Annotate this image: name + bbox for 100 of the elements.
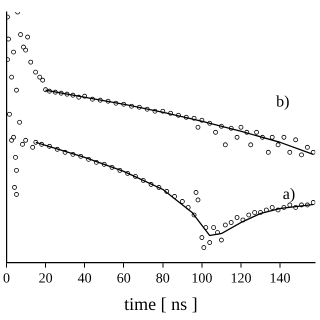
x-tick-label: 100	[191, 272, 212, 287]
point	[54, 146, 60, 152]
point	[213, 130, 218, 135]
point	[43, 87, 48, 92]
point	[282, 205, 286, 210]
point	[39, 142, 44, 147]
annotation: a)	[282, 186, 296, 204]
point	[156, 185, 162, 190]
point	[14, 168, 19, 173]
point	[168, 110, 174, 116]
point	[82, 94, 88, 99]
point	[117, 168, 122, 173]
point	[228, 220, 234, 225]
point	[270, 205, 275, 210]
point	[121, 102, 126, 107]
point	[7, 112, 12, 117]
point	[9, 138, 14, 143]
point	[240, 218, 246, 222]
point	[304, 202, 310, 208]
point	[11, 134, 16, 140]
point	[207, 240, 212, 245]
point	[6, 14, 10, 20]
point	[23, 48, 28, 52]
point	[114, 100, 118, 106]
point	[58, 90, 64, 96]
point	[94, 160, 99, 165]
point	[70, 152, 76, 157]
point	[219, 238, 224, 242]
point	[293, 205, 298, 210]
point	[28, 60, 34, 65]
point	[299, 152, 304, 158]
point	[219, 124, 224, 129]
x-tick-label: 60	[116, 272, 131, 287]
point	[78, 154, 84, 159]
point	[196, 124, 200, 130]
point	[234, 134, 240, 140]
point	[144, 106, 150, 112]
point	[12, 185, 17, 190]
point	[287, 150, 292, 155]
point	[246, 212, 252, 218]
point	[164, 189, 170, 194]
point	[70, 92, 76, 98]
point	[21, 44, 26, 50]
point	[64, 92, 70, 97]
point	[207, 120, 212, 126]
point	[199, 235, 204, 240]
point	[47, 88, 52, 94]
point	[310, 200, 316, 205]
point	[23, 138, 28, 143]
point	[14, 192, 19, 197]
point	[176, 112, 181, 118]
point	[248, 142, 254, 148]
point	[254, 130, 259, 135]
x-tick-label: 80	[156, 272, 170, 287]
point	[129, 104, 134, 109]
point	[30, 144, 36, 150]
point	[106, 98, 110, 104]
point	[194, 190, 198, 195]
point	[234, 215, 240, 220]
point	[140, 178, 146, 183]
point	[310, 150, 316, 155]
point	[252, 210, 258, 215]
point	[192, 212, 196, 218]
point	[304, 144, 310, 150]
point	[258, 210, 263, 215]
point	[90, 96, 95, 102]
point	[76, 94, 82, 100]
annotation: b)	[276, 93, 290, 110]
point	[86, 156, 91, 162]
point	[184, 114, 189, 120]
point	[276, 142, 280, 148]
point	[196, 198, 200, 202]
point	[222, 222, 228, 228]
point	[201, 245, 206, 250]
point	[18, 32, 23, 37]
point	[282, 134, 286, 140]
point	[6, 36, 11, 42]
point	[133, 174, 138, 179]
point	[62, 150, 68, 155]
point	[152, 108, 158, 114]
point	[33, 140, 38, 145]
point	[215, 230, 220, 235]
point	[125, 170, 130, 176]
point	[25, 34, 30, 40]
point	[238, 124, 244, 130]
point	[266, 150, 271, 155]
point	[222, 142, 228, 148]
x-tick-label: 40	[78, 272, 92, 287]
point	[102, 162, 107, 167]
point	[192, 116, 196, 121]
point	[293, 137, 298, 142]
point	[9, 74, 14, 80]
point	[203, 225, 208, 230]
point	[228, 126, 234, 131]
point	[136, 104, 142, 110]
point	[260, 134, 265, 140]
point	[110, 164, 114, 170]
point	[37, 74, 42, 80]
point	[199, 118, 204, 123]
point	[172, 194, 177, 199]
